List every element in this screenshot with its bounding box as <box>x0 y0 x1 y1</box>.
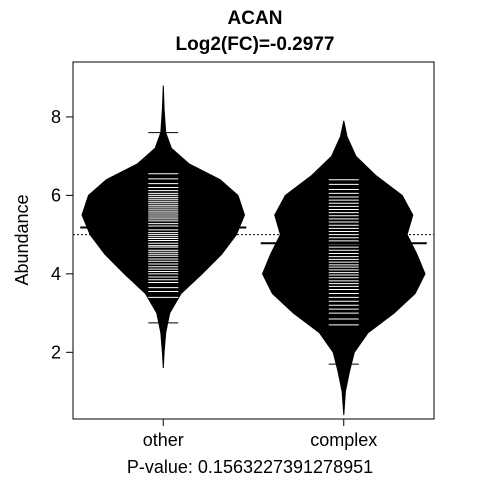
bean-density-complex <box>261 120 426 416</box>
y-axis: 2 4 6 8 <box>51 107 73 362</box>
bean-other <box>80 85 247 369</box>
y-tick-label: 2 <box>51 342 61 362</box>
y-tick-label: 8 <box>51 107 61 127</box>
chart-subtitle: Log2(FC)=-0.2977 <box>176 34 335 55</box>
y-tick-label: 6 <box>51 185 61 205</box>
bean-complex <box>260 120 427 416</box>
x-axis: other complex <box>143 419 377 450</box>
x-tick-label-other: other <box>143 430 184 450</box>
x-tick-label-complex: complex <box>310 430 377 450</box>
y-axis-label: Abundance <box>12 194 32 285</box>
y-tick-label: 4 <box>51 264 61 284</box>
chart-title: ACAN <box>228 8 283 29</box>
p-value-label: P-value: 0.1563227391278951 <box>127 457 373 477</box>
beans-layer <box>80 85 427 416</box>
plot-frame <box>72 61 435 420</box>
